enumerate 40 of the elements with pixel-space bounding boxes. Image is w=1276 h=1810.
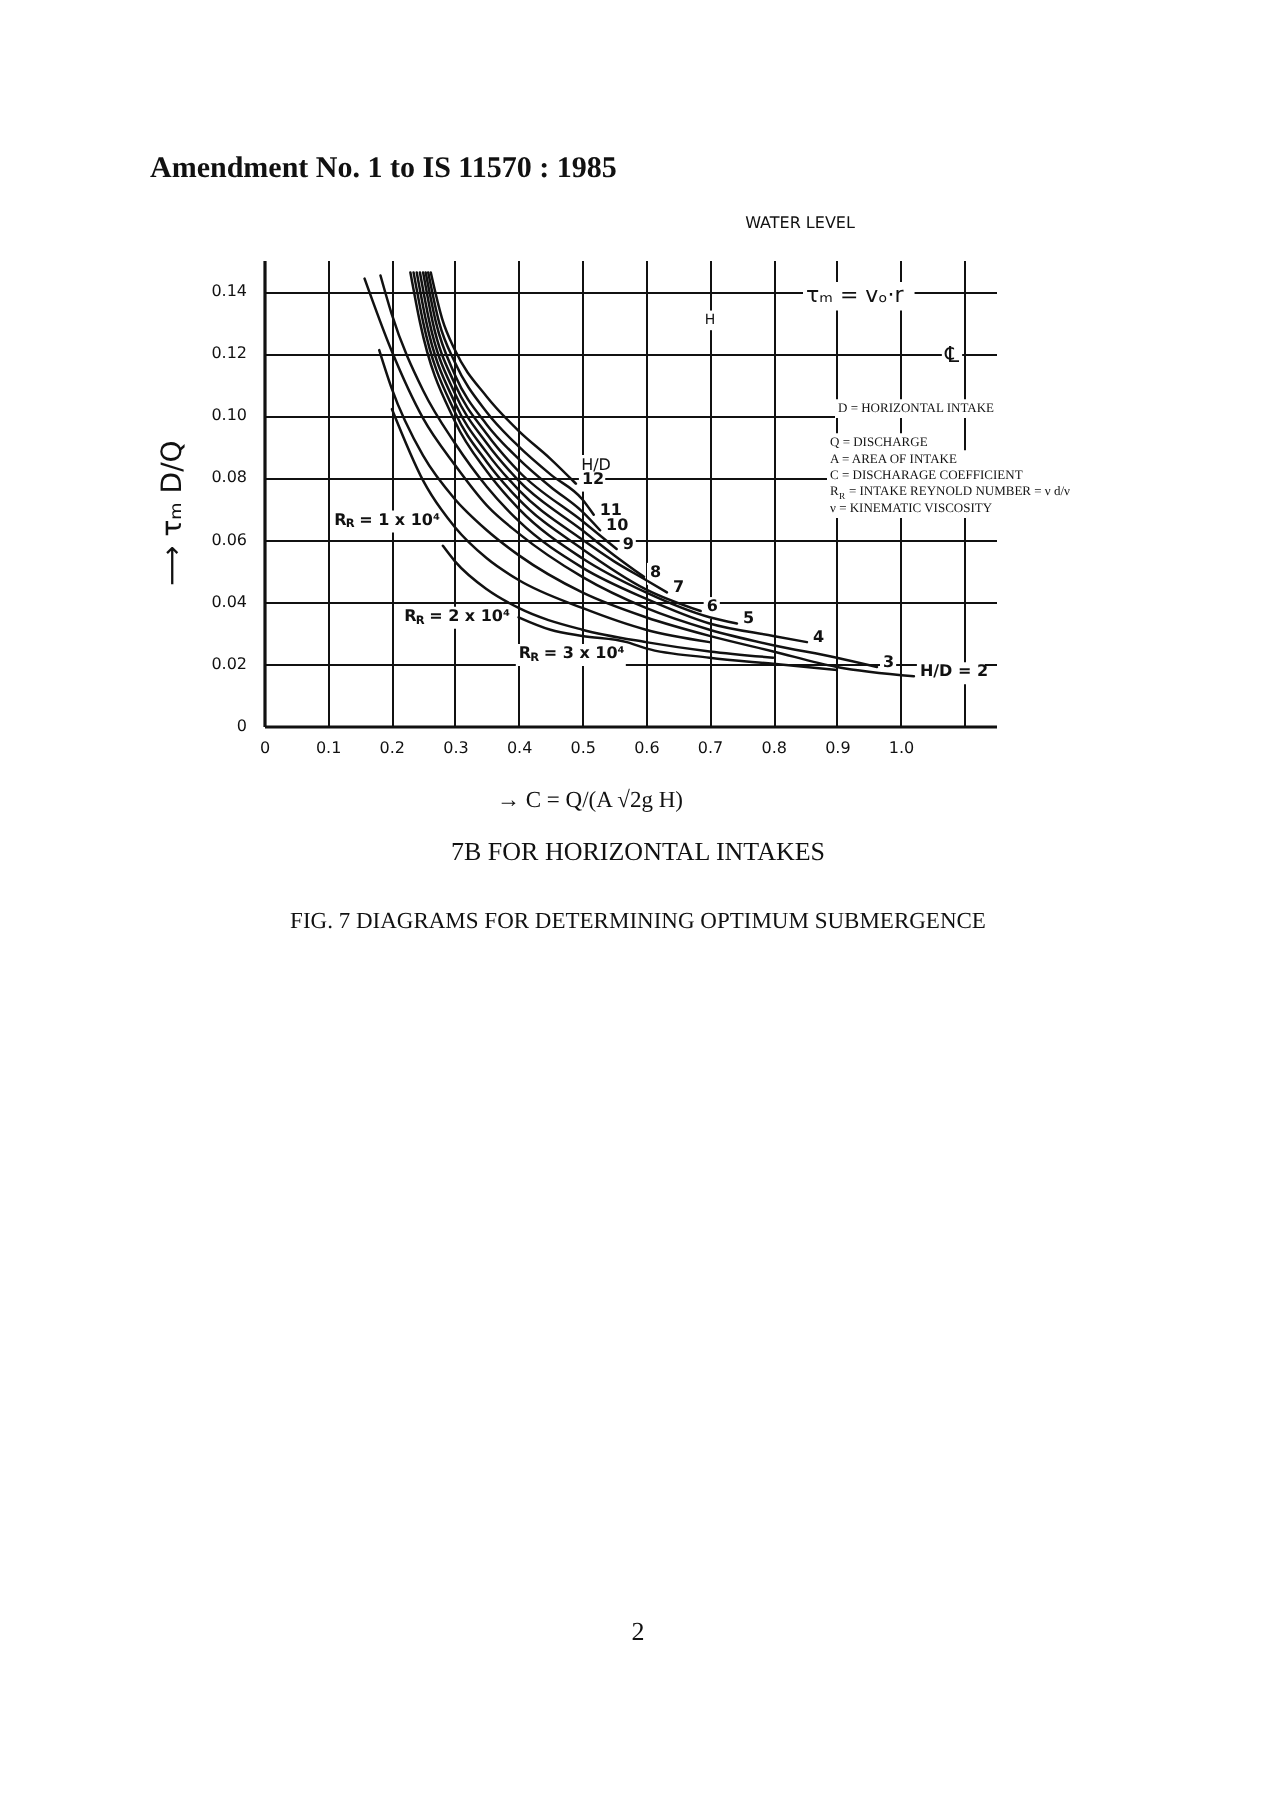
x-tick-label: 0.7 [697, 739, 724, 757]
text: WATER LEVEL [745, 214, 856, 232]
series-label: 6 [706, 597, 719, 616]
series-label: 11 [599, 500, 623, 519]
y-tick-label: 0.08 [211, 468, 247, 487]
y-tick-label: 0.10 [211, 406, 247, 425]
annotation: τₘ = vₒ·r [806, 282, 905, 308]
x-tick-label: 0.9 [825, 739, 851, 757]
series-label: 4 [812, 628, 825, 647]
x-axis-title: → C = Q/(A √2g H) [497, 787, 684, 813]
text: 7B FOR HORIZONTAL INTAKES [450, 836, 826, 866]
series-label: 9 [622, 534, 635, 553]
y-tick-label: 0 [236, 717, 247, 735]
series-label: 10 [606, 516, 630, 535]
x-tick-label: 0.3 [443, 739, 469, 757]
y-tick-label: 0.02 [211, 654, 247, 673]
y-tick-label: 0.06 [211, 530, 247, 549]
x-tick-label: 0 [259, 739, 271, 757]
x-tick-label: 0.8 [761, 739, 787, 757]
caption: FIG. 7 DIAGRAMS FOR DETERMINING OPTIMUM SUBMERGENCE [290, 910, 986, 934]
series-label: 8 [650, 562, 662, 581]
series-label: 3 [882, 652, 895, 671]
annotation: ℄ [942, 342, 960, 368]
x-tick-label: 0.6 [634, 739, 660, 757]
y-tick-label: 0.14 [211, 282, 247, 301]
y-tick-label: 0.12 [211, 344, 247, 363]
series-label: H/D = 2 [919, 662, 989, 681]
x-tick-label: 0.1 [315, 739, 342, 757]
chart-title: Amendment No. 1 to IS 11570 : 1985 [150, 152, 617, 185]
x-tick-label: 0.2 [379, 739, 406, 757]
series-label: 12 [581, 469, 605, 488]
series-label: 5 [742, 609, 755, 628]
y-tick-label: 0.04 [211, 592, 247, 611]
x-tick-label: 1.0 [888, 739, 915, 757]
text: 2 [631, 1616, 645, 1646]
series-label: 7 [672, 578, 685, 597]
y-axis-title: ⟶ τₘ D/Q [157, 440, 189, 586]
x-tick-label: 0.5 [570, 739, 596, 757]
annotation: H/D [581, 456, 611, 474]
x-tick-label: 0.4 [506, 739, 533, 757]
